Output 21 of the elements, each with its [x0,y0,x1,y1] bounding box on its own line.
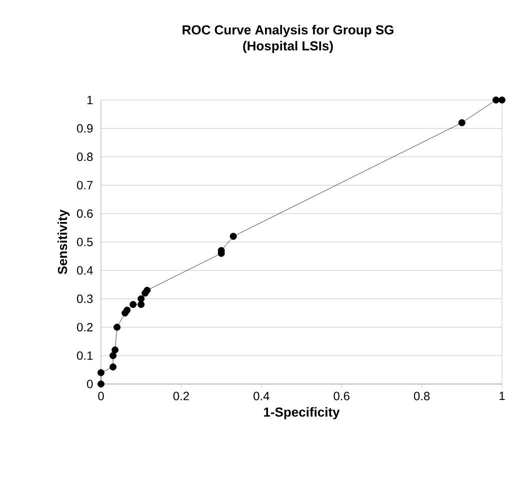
x-tick-label: 0.4 [254,392,270,400]
y-tick-label: 0.5 [76,238,93,246]
y-tick-label: 0.1 [76,351,93,360]
y-tick-label: 1 [87,96,93,104]
y-tick-label: 0.6 [76,209,93,218]
y-tick-label: 0.7 [76,180,93,190]
chart-subtitle: (Hospital LSIs) [243,40,333,54]
x-axis-title: 1-Specificity [264,407,340,420]
y-tick-label: 0.2 [76,322,93,332]
x-tick-label: 1 [500,392,505,400]
y-tick-label: 0.3 [76,294,93,304]
x-tick-label: 0.6 [334,392,350,400]
y-axis-title: Sensitivity [58,210,70,274]
y-tick-label: 0.9 [76,124,93,133]
y-tick-label: 0 [87,380,93,388]
x-tick-label: 0.8 [414,392,430,400]
chart-title: ROC Curve Analysis for Group SG [182,24,394,38]
y-tick-label: 0.8 [76,152,93,162]
x-tick-label: 0 [98,392,104,400]
y-tick-label: 0.4 [76,266,93,275]
x-tick-label: 0.2 [173,392,189,400]
